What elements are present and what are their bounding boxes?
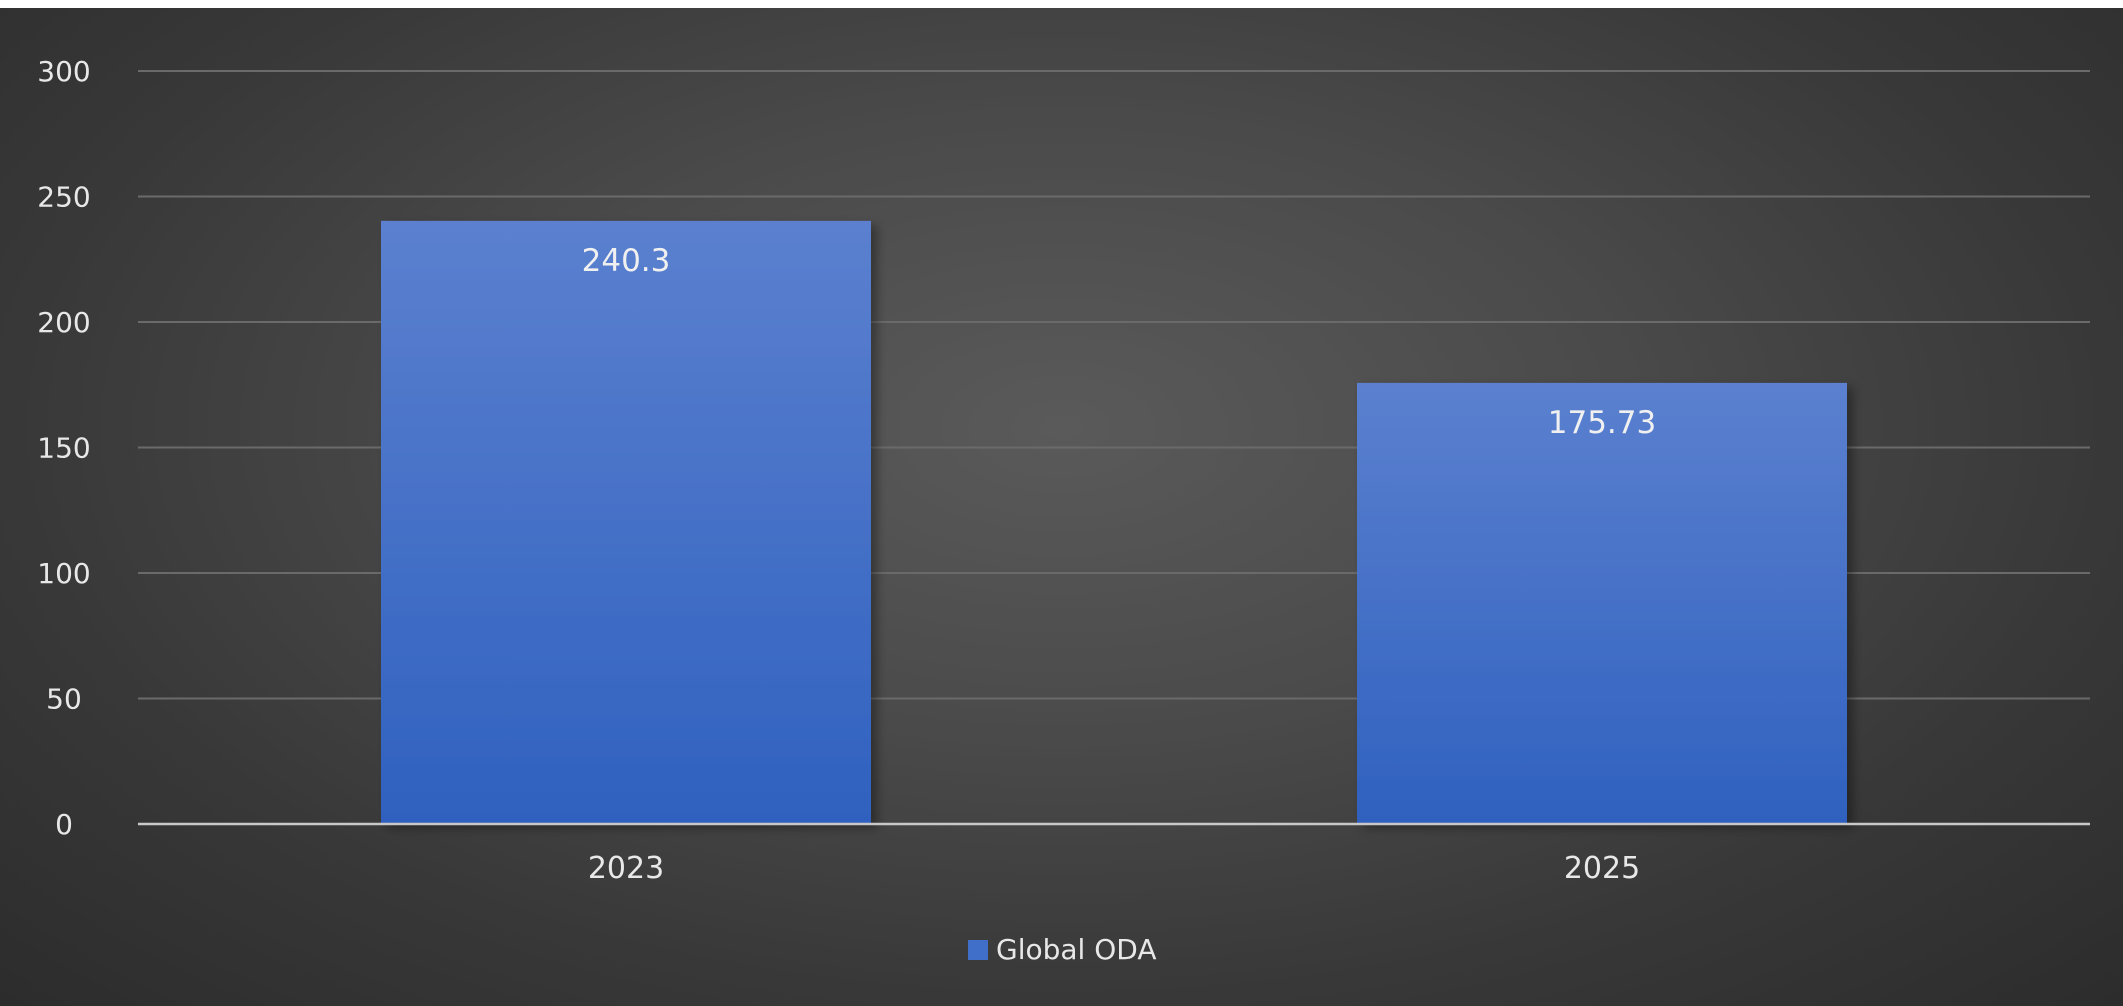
bar-2023 [381, 220, 871, 825]
data-label-2025: 175.73 [1548, 405, 1656, 441]
x-axis-tick-labels: 2023 2025 [588, 851, 1640, 886]
legend-label-global-oda: Global ODA [996, 933, 1156, 966]
y-tick-label: 100 [37, 557, 90, 590]
y-tick-label: 0 [55, 808, 73, 841]
y-tick-label: 200 [37, 306, 90, 339]
bar-2025 [1357, 382, 1847, 824]
chart-area: 0 50 100 150 200 250 300 2023 2025 240.3 175.73 … [0, 8, 2123, 1006]
data-labels: 240.3 175.73 [582, 243, 1657, 441]
data-label-2023: 240.3 [582, 243, 671, 279]
x-tick-label-2023: 2023 [588, 851, 664, 886]
bars [381, 220, 1847, 825]
y-axis-tick-labels: 0 50 100 150 200 250 300 [37, 55, 90, 841]
y-tick-label: 300 [37, 55, 90, 88]
y-tick-label: 150 [37, 432, 90, 465]
legend: Global ODA [968, 933, 1156, 966]
y-tick-label: 50 [46, 683, 82, 716]
legend-swatch-global-oda [968, 940, 988, 960]
y-tick-label: 250 [37, 181, 90, 214]
x-tick-label-2025: 2025 [1564, 851, 1640, 886]
